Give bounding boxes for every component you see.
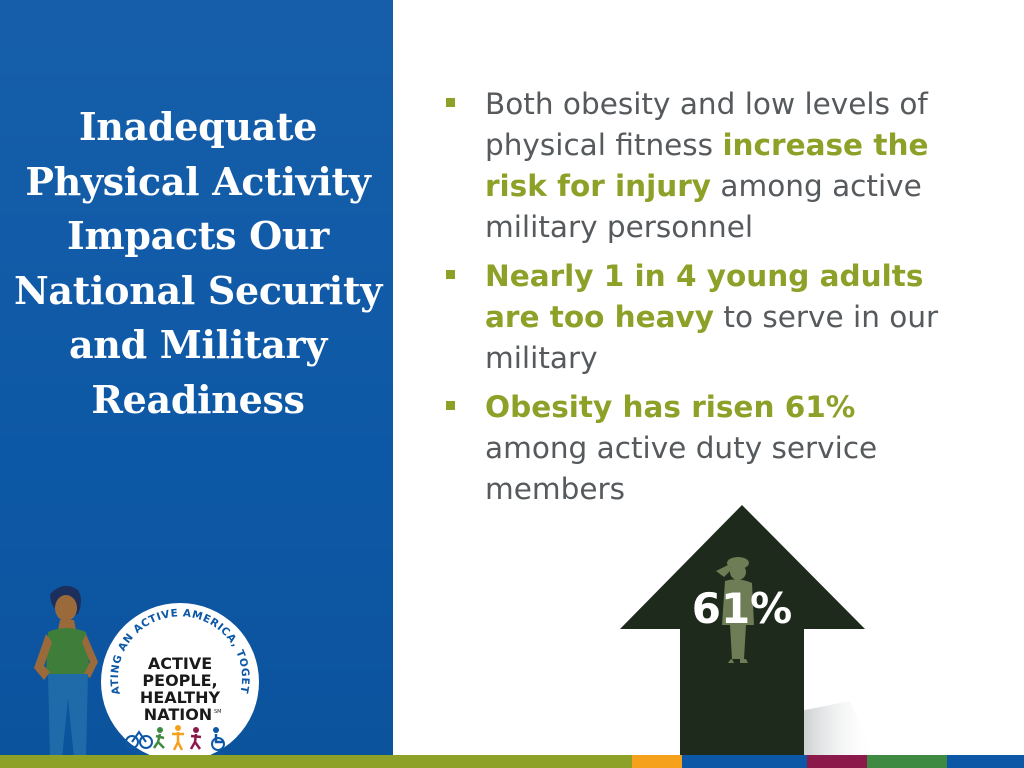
logo-line1: ACTIVE [148,654,212,673]
bullet-text: Both obesity and low levels of physical … [485,87,928,162]
bar-segment [0,755,632,768]
activity-people-icon [125,725,225,751]
bullet-square-icon [446,270,455,279]
bullet-item: Both obesity and low levels of physical … [446,84,955,248]
bar-segment [867,755,947,768]
bar-segment [947,755,1024,768]
bullet-item: Nearly 1 in 4 young adults are too heavy… [446,256,955,379]
active-people-logo: CREATING AN ACTIVE AMERICA, TOGETHER ACT… [100,602,259,761]
bottom-color-bar [0,755,1024,768]
bullet-list: Both obesity and low levels of physical … [446,84,986,518]
bullet-highlight: Obesity has risen 61% [485,390,856,424]
bar-segment [632,755,682,768]
title-panel: Inadequate Physical Activity Impacts Our… [0,0,393,768]
slide-title: Inadequate Physical Activity Impacts Our… [14,104,382,422]
logo-line3: HEALTHY [140,688,221,707]
bullet-highlight: Nearly 1 in 4 young adults are too heavy [485,259,924,334]
bar-segment [682,755,807,768]
bullet-text: among active duty service members [485,431,878,506]
bullet-square-icon [446,401,455,410]
bar-segment [807,755,867,768]
up-arrow-icon: 61% [620,505,875,757]
logo-tm: SM [214,709,222,715]
bullet-highlight: increase the risk for injury [485,128,929,203]
soldier-salute-icon [716,557,754,663]
bullet-item: Obesity has risen 61% among active duty … [446,387,955,510]
bullet-square-icon [446,98,455,107]
logo-line2: PEOPLE, [142,671,217,690]
arrow-label: 61% [692,584,793,633]
arrow-shadow [800,701,875,757]
bullet-text: to serve in our military [485,300,939,375]
logo-line4: NATION [144,705,212,724]
bullet-text: among active military personnel [485,169,922,244]
